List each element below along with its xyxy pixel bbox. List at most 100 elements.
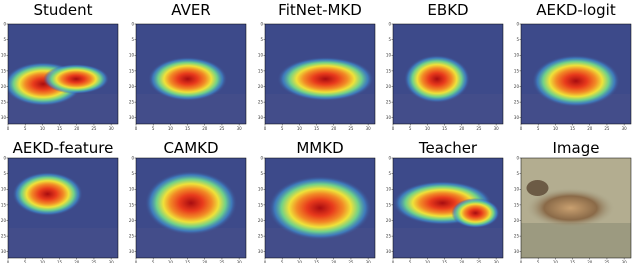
x-tick-label: 30	[622, 260, 628, 263]
activation	[268, 176, 372, 240]
y-tick-label: 0	[388, 21, 391, 26]
x-tick-label: 20	[331, 260, 337, 263]
y-tick-label: 15	[258, 202, 264, 207]
x-tick-label: 20	[74, 126, 80, 131]
panel: Image 0 0 5 5 10 10 15 15 20 20 25 25 30 30	[514, 139, 632, 263]
x-tick-label: 20	[459, 260, 465, 263]
activation	[43, 64, 110, 94]
y-tick-label: 10	[514, 187, 520, 192]
x-tick-label: 25	[604, 126, 610, 131]
y-tick-label: 25	[386, 234, 392, 239]
x-tick-label: 15	[57, 126, 63, 131]
y-tick-label: 25	[258, 100, 264, 105]
frame	[264, 23, 376, 125]
activation	[144, 171, 238, 235]
y-tick-label: 25	[1, 234, 7, 239]
y-tick-label: 15	[129, 202, 135, 207]
x-tick-label: 0	[135, 126, 138, 131]
x-tick-label: 0	[392, 260, 395, 263]
x-tick-label: 25	[604, 260, 610, 263]
x-tick-label: 5	[24, 126, 27, 131]
panel-title: AEKD-logit	[536, 1, 616, 19]
y-tick-label: 25	[1, 100, 7, 105]
heatmap	[136, 158, 246, 258]
y-tick-label: 30	[129, 249, 135, 254]
y-tick-label: 5	[260, 37, 263, 42]
heatmap	[8, 158, 118, 258]
x-tick-label: 20	[74, 260, 80, 263]
panel-title: CAMKD	[163, 139, 218, 157]
x-tick-label: 10	[168, 260, 174, 263]
x-tick-label: 0	[7, 260, 10, 263]
x-tick-label: 30	[494, 260, 500, 263]
x-tick-label: 25	[91, 260, 97, 263]
y-tick-label: 20	[386, 84, 392, 89]
x-tick-label: 30	[494, 126, 500, 131]
x-tick-label: 30	[237, 126, 243, 131]
x-tick-label: 20	[459, 126, 465, 131]
y-tick-label: 30	[386, 249, 392, 254]
x-tick-label: 15	[185, 126, 191, 131]
x-tick-label: 10	[40, 126, 46, 131]
x-tick-label: 25	[476, 260, 482, 263]
y-tick-label: 15	[386, 68, 392, 73]
x-tick-label: 10	[297, 126, 303, 131]
y-tick-label: 30	[386, 115, 392, 120]
activation	[532, 55, 620, 107]
y-tick-label: 30	[1, 115, 7, 120]
x-tick-label: 0	[7, 126, 10, 131]
frame	[392, 23, 504, 125]
y-tick-label: 5	[131, 171, 134, 176]
y-tick-label: 20	[258, 218, 264, 223]
y-tick-label: 25	[129, 234, 135, 239]
x-tick-label: 0	[520, 126, 523, 131]
y-tick-label: 5	[516, 171, 519, 176]
x-tick-label: 10	[40, 260, 46, 263]
y-tick-label: 15	[386, 202, 392, 207]
y-tick-label: 20	[386, 218, 392, 223]
y-tick-label: 30	[1, 249, 7, 254]
x-tick-label: 25	[91, 126, 97, 131]
panel: Student 0 0 5 5 10 10 15 15 20 20 25 25 30 30	[1, 1, 119, 131]
panel: AEKD-logit 0 0 5 5 10 10 15 15 20 20 25 25 30 30	[514, 1, 632, 131]
heatmap	[136, 24, 246, 124]
y-tick-label: 0	[388, 155, 391, 160]
y-tick-label: 20	[258, 84, 264, 89]
x-tick-label: 20	[331, 126, 337, 131]
activation	[451, 198, 500, 228]
x-tick-label: 10	[425, 260, 431, 263]
y-tick-label: 5	[131, 37, 134, 42]
x-tick-label: 25	[348, 126, 354, 131]
activation	[277, 57, 374, 101]
panel: Teacher 0 0 5 5 10 10 15 15 20 20 25 25 30 30	[386, 139, 504, 263]
y-tick-label: 15	[1, 202, 7, 207]
y-tick-label: 20	[514, 218, 520, 223]
y-tick-label: 10	[1, 53, 7, 58]
y-tick-label: 0	[516, 155, 519, 160]
x-tick-label: 5	[152, 126, 155, 131]
x-tick-label: 10	[553, 260, 559, 263]
x-tick-label: 15	[314, 126, 320, 131]
x-tick-label: 0	[264, 126, 267, 131]
panel-title: Student	[33, 1, 92, 19]
x-tick-label: 5	[24, 260, 27, 263]
panel-title: MMKD	[296, 139, 343, 157]
heatmap	[393, 158, 503, 258]
y-tick-label: 0	[131, 21, 134, 26]
y-tick-label: 10	[258, 53, 264, 58]
y-tick-label: 10	[514, 53, 520, 58]
panel: MMKD 0 0 5 5 10 10 15 15 20 20 25 25 30 30	[258, 139, 376, 263]
x-tick-label: 5	[281, 260, 284, 263]
x-tick-label: 0	[392, 126, 395, 131]
ground	[8, 228, 118, 258]
x-tick-label: 20	[587, 126, 593, 131]
panel: EBKD 0 0 5 5 10 10 15 15 20 20 25 25 30 30	[386, 1, 504, 131]
frame	[264, 157, 376, 259]
y-tick-label: 20	[129, 218, 135, 223]
y-tick-label: 20	[514, 84, 520, 89]
panel: AEKD-feature 0 0 5 5 10 10 15 15 20 20 25 25 30 30	[1, 139, 119, 263]
panel: CAMKD 0 0 5 5 10 10 15 15 20 20 25 25 30 30	[129, 139, 247, 263]
panel-title: FitNet-MKD	[278, 1, 362, 19]
x-tick-label: 15	[570, 126, 576, 131]
